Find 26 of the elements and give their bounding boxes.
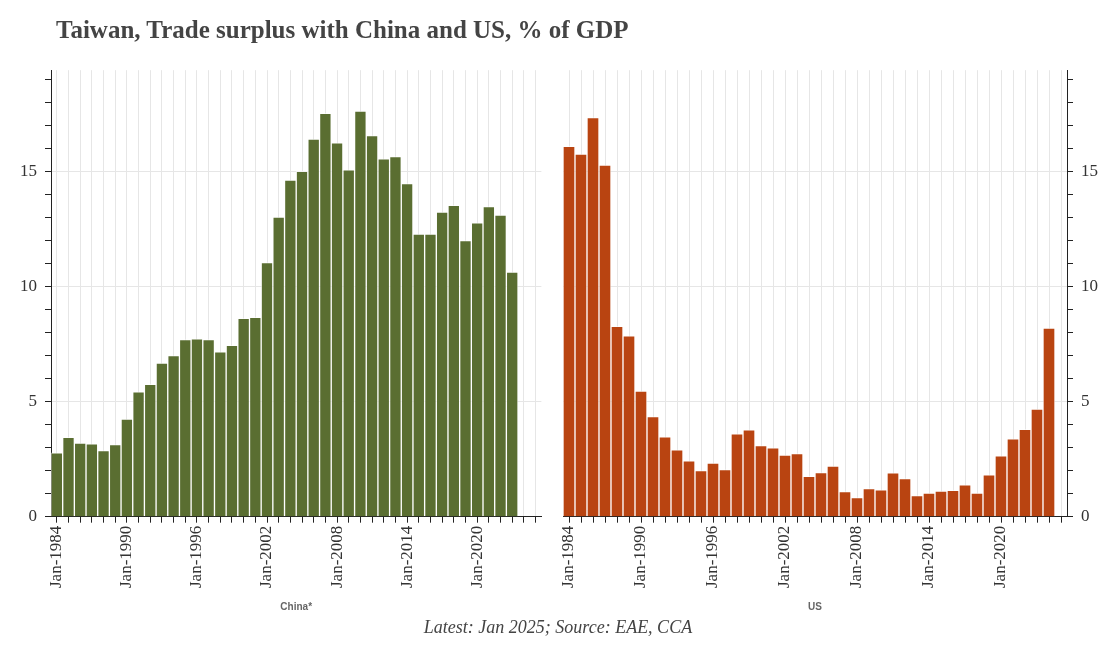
text: Latest: Jan 2025; Source: EAE, CCA [422,617,694,638]
y2-tick-label: 0 [1081,506,1090,526]
x-tick-label: Jan-2002 [774,525,794,589]
y2-tick-label: 15 [1081,160,1098,180]
y2-tick-label: 5 [1081,391,1090,411]
x-tick-label: Jan-1990 [630,525,650,589]
x-tick-label: Jan-1984 [558,525,578,589]
x-tick-label: Jan-1996 [702,525,722,589]
x-tick-label: Jan-1990 [116,525,136,589]
x-tick-label: Jan-1996 [186,525,206,589]
x-tick-label: Jan-2008 [326,525,346,589]
chart-title: Taiwan, Trade surplus with China and US, % of GDP [55,15,630,45]
x-tick-label: Jan-2020 [990,525,1010,589]
x-axis-title: China* [280,600,313,612]
y-tick-label: 5 [28,391,37,411]
x-tick-label: Jan-2008 [846,525,866,589]
x-tick-label: Jan-1984 [46,525,66,589]
x-tick-label: Jan-2014 [396,525,416,589]
x-tick-label: Jan-2020 [466,525,486,589]
x-tick-label: Jan-2002 [256,525,276,589]
y-tick-label: 0 [28,506,37,526]
y-tick-label: 15 [20,160,37,180]
x-tick-label: Jan-2014 [918,525,938,589]
y2-tick-label: 10 [1081,276,1098,295]
y-tick-label: 10 [20,276,37,295]
x-axis-title: US [808,600,823,612]
